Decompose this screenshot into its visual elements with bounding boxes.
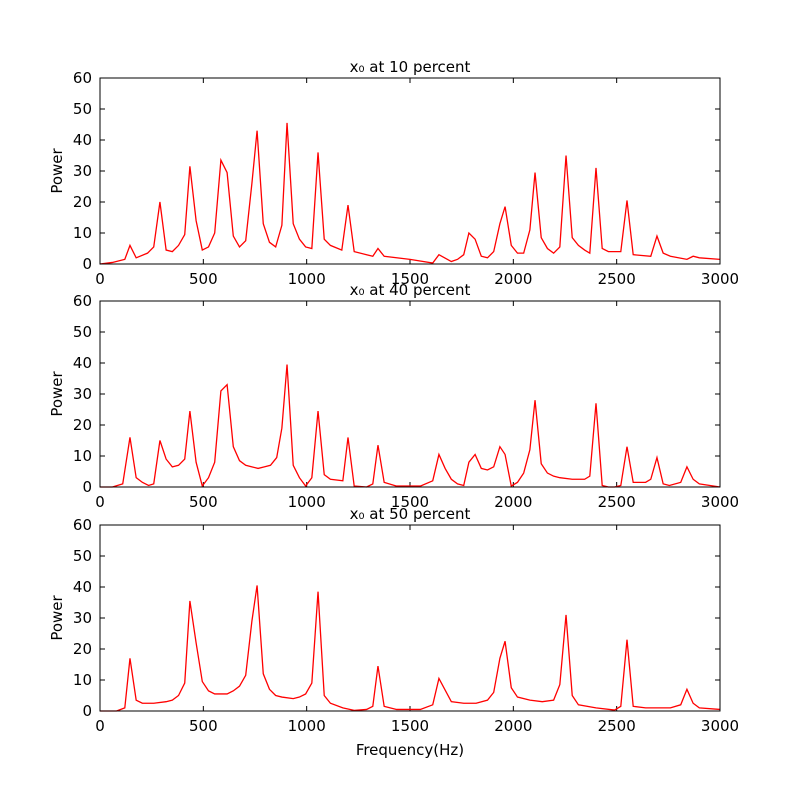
y-tick-label: 50 — [73, 323, 92, 341]
x-tick-label: 2500 — [598, 493, 636, 511]
y-tick-label: 10 — [73, 224, 92, 242]
data-line — [100, 364, 721, 488]
x-tick-label: 500 — [189, 270, 218, 288]
data-line — [99, 122, 721, 265]
x-tick-label: 0 — [95, 493, 105, 511]
x-tick-label: 3000 — [701, 493, 739, 511]
x-tick-label: 2500 — [598, 270, 636, 288]
x-tick-label: 2000 — [494, 717, 532, 735]
y-tick-label: 0 — [82, 702, 92, 720]
y-tick-label: 0 — [82, 255, 92, 273]
axes-frame — [99, 524, 721, 712]
x-tick-label: 0 — [95, 270, 105, 288]
y-tick-label: 30 — [73, 609, 92, 627]
y-axis-label: Power — [48, 147, 66, 193]
y-tick-label: 60 — [73, 69, 92, 87]
x-tick-label: 2000 — [494, 270, 532, 288]
data-line — [100, 585, 721, 712]
x-tick-label: 3000 — [701, 717, 739, 735]
y-tick-label: 20 — [73, 193, 92, 211]
x-tick-label: 1000 — [288, 717, 326, 735]
y-tick-label: 50 — [73, 100, 92, 118]
y-tick-label: 10 — [73, 671, 92, 689]
x-tick-label: 1000 — [288, 270, 326, 288]
y-tick-label: 10 — [73, 447, 92, 465]
x-tick-label: 1500 — [391, 493, 429, 511]
y-axis-label: Power — [48, 594, 66, 640]
y-tick-label: 0 — [82, 478, 92, 496]
y-tick-label: 20 — [73, 640, 92, 658]
axes-frame — [99, 300, 721, 488]
x-tick-label: 500 — [189, 717, 218, 735]
subplot-title: x₀ at 40 percent — [350, 281, 471, 299]
x-tick-label: 500 — [189, 493, 218, 511]
y-tick-label: 40 — [73, 354, 92, 372]
x-axis-label: Frequency(Hz) — [356, 741, 464, 759]
y-tick-label: 40 — [73, 578, 92, 596]
x-tick-label: 1500 — [391, 270, 429, 288]
y-tick-label: 50 — [73, 547, 92, 565]
y-axis-label: Power — [48, 370, 66, 416]
x-tick-label: 2500 — [598, 717, 636, 735]
y-tick-label: 60 — [73, 516, 92, 534]
y-tick-label: 30 — [73, 385, 92, 403]
axes-frame — [99, 77, 721, 265]
y-tick-label: 20 — [73, 416, 92, 434]
y-tick-label: 60 — [73, 292, 92, 310]
x-tick-label: 2000 — [494, 493, 532, 511]
x-tick-label: 1000 — [288, 493, 326, 511]
x-tick-label: 1500 — [391, 717, 429, 735]
x-tick-label: 0 — [95, 717, 105, 735]
subplot-title: x₀ at 50 percent — [350, 505, 471, 523]
x-tick-label: 3000 — [701, 270, 739, 288]
subplot-title: x₀ at 10 percent — [350, 58, 471, 76]
y-tick-label: 40 — [73, 131, 92, 149]
y-tick-label: 30 — [73, 162, 92, 180]
